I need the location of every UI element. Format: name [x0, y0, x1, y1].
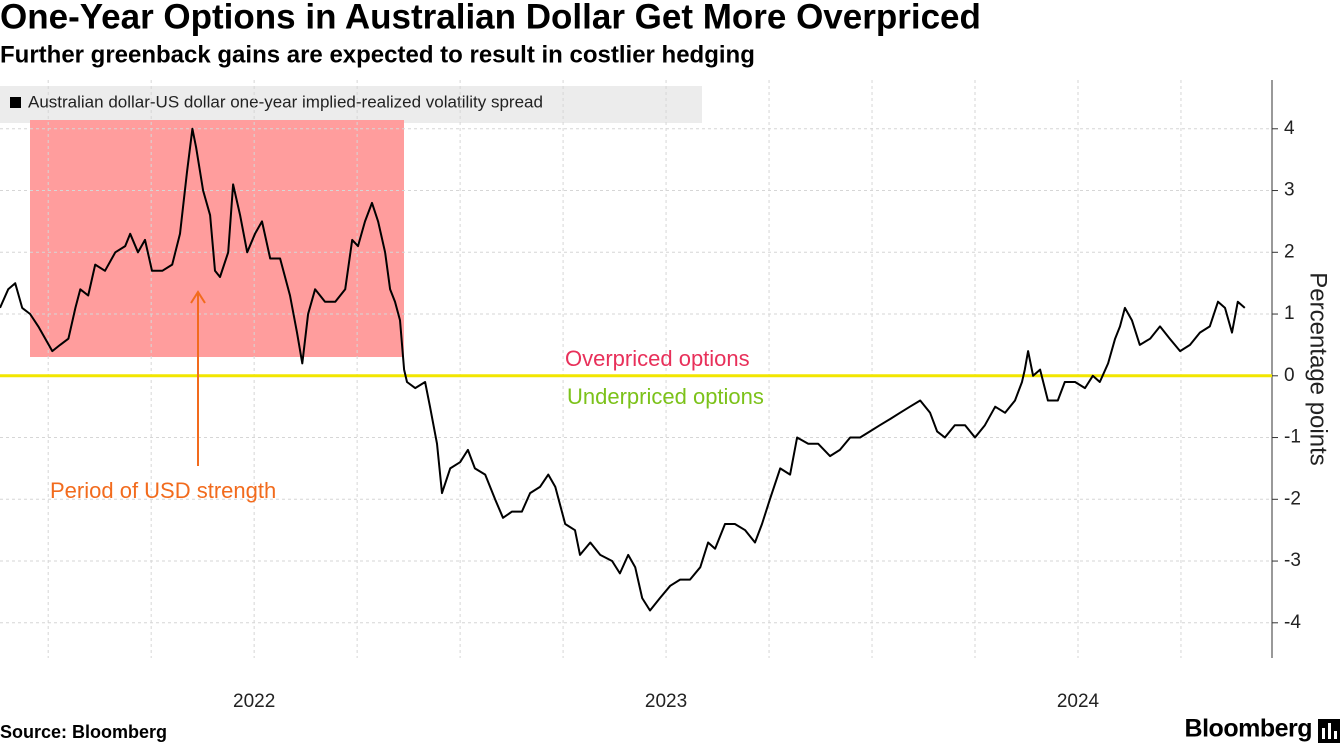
y-axis-label: Percentage points: [1305, 272, 1332, 465]
brand-icon: [1318, 719, 1340, 743]
chart-subtitle: Further greenback gains are expected to …: [0, 41, 755, 68]
x-tick-label: 2023: [645, 691, 687, 712]
y-tick-label: 3: [1284, 180, 1295, 201]
source: Source: Bloomberg: [0, 722, 167, 742]
x-tick-label: 2022: [233, 691, 275, 712]
x-tick-label: 2024: [1057, 691, 1100, 712]
annotation: Underpriced options: [567, 384, 764, 409]
legend-swatch: [10, 97, 21, 108]
legend-box: [0, 86, 702, 123]
series-line: [0, 127, 1246, 612]
y-tick-label: 4: [1284, 118, 1295, 139]
annotation: Overpriced options: [565, 346, 750, 371]
annotation-arrowhead: [190, 290, 206, 304]
y-tick-label: 0: [1284, 365, 1295, 386]
highlight-region: [30, 120, 404, 357]
y-tick-label: -3: [1284, 550, 1301, 571]
chart-title: One-Year Options in Australian Dollar Ge…: [0, 0, 981, 36]
legend-label: Australian dollar-US dollar one-year imp…: [28, 92, 543, 111]
annotation: Period of USD strength: [50, 478, 276, 503]
y-tick-label: -4: [1284, 612, 1301, 633]
y-tick-label: 2: [1284, 241, 1295, 262]
y-tick-label: 1: [1284, 303, 1295, 324]
y-tick-label: -2: [1284, 488, 1301, 509]
y-tick-label: -1: [1284, 427, 1301, 448]
brand: Bloomberg: [1185, 715, 1312, 743]
